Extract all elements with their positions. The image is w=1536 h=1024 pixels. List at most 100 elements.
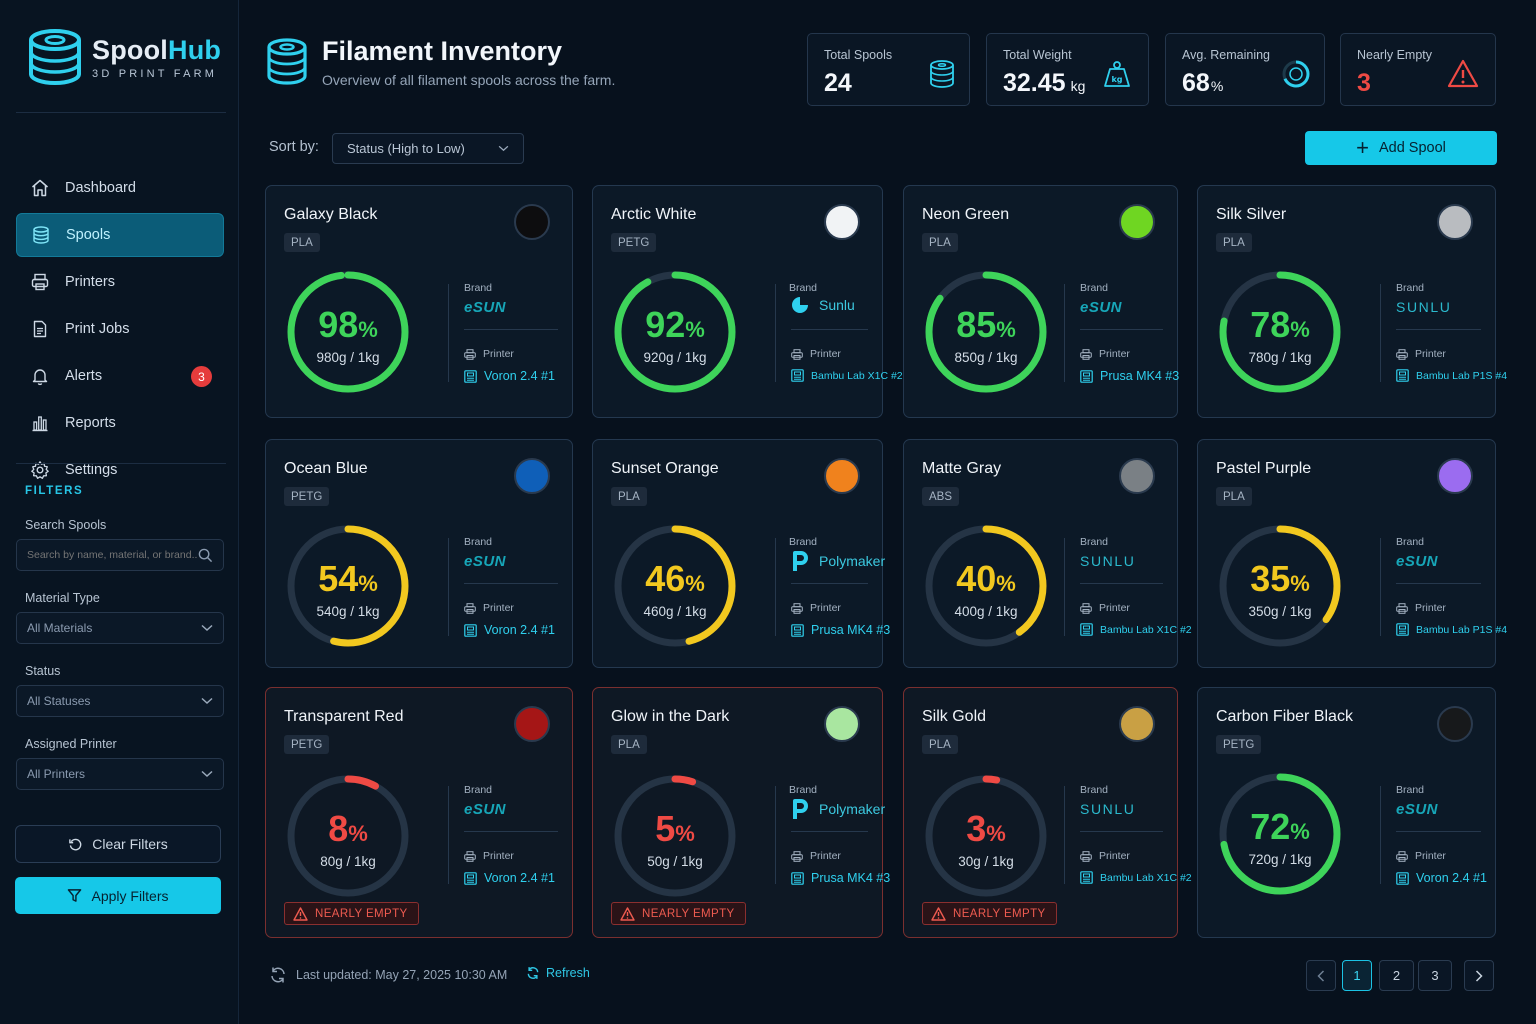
sidebar-item-printers[interactable]: Printers (16, 260, 224, 304)
status-select[interactable]: All Statuses (16, 685, 224, 717)
remaining-ring-graphic (925, 775, 1047, 897)
spool-card[interactable]: Transparent Red PETG 8% 80g / 1kg Brand eSUN P… (265, 687, 573, 938)
refresh-label: Refresh (546, 966, 590, 980)
printer-icon (1080, 602, 1099, 614)
alerts-badge: 3 (191, 366, 212, 387)
clear-filters-button[interactable]: Clear Filters (15, 825, 221, 863)
printer-icon (464, 602, 483, 614)
ring-fill (1219, 525, 1341, 647)
remaining-percent: 54% (318, 558, 378, 599)
assigned-printer-link[interactable]: Bambu Lab X1C #2 (1080, 623, 1192, 636)
sunlu-logo-icon (791, 296, 819, 314)
warning-icon (293, 906, 315, 921)
material-badge: ABS (922, 487, 960, 506)
stat-nearly-empty: Nearly Empty 3 (1340, 33, 1496, 106)
sort-select-value: Status (High to Low) (347, 141, 465, 156)
assigned-printer-link[interactable]: Prusa MK4 #3 (1080, 369, 1179, 383)
sidebar-item-label: Printers (65, 274, 115, 290)
spool-card[interactable]: Glow in the Dark PLA 5% 50g / 1kg Brand Polym… (592, 687, 890, 938)
ring-fill (925, 525, 1047, 647)
warning-icon (1447, 59, 1479, 88)
card-divider (1064, 284, 1065, 382)
assigned-printer-link[interactable]: Bambu Lab X1C #2 (1080, 871, 1192, 884)
assigned-printer-link[interactable]: Voron 2.4 #1 (464, 623, 555, 637)
remaining-percent: 98% (318, 304, 378, 345)
printer-label: Printer (1396, 348, 1446, 360)
spool-card[interactable]: Carbon Fiber Black PETG 72% 720g / 1kg Brand… (1197, 687, 1496, 938)
brand-value: eSUN (1080, 299, 1123, 316)
spool-card[interactable]: Galaxy Black PLA 98% 980g / 1kg Brand eSUN Pri… (265, 185, 573, 418)
material-badge: PETG (284, 487, 330, 506)
remaining-percent: 92% (645, 304, 705, 345)
sort-select[interactable]: Status (High to Low) (332, 133, 524, 164)
brand-label: Brand (1080, 282, 1109, 294)
material-badge: PETG (611, 233, 657, 252)
page-button-3[interactable]: 3 (1418, 960, 1452, 991)
card-divider (775, 538, 776, 636)
spool-card[interactable]: Silk Silver PLA 78% 780g / 1kg Brand SUNLU Pri… (1197, 185, 1507, 418)
sidebar-item-label: Dashboard (65, 180, 136, 196)
card-divider (448, 538, 449, 636)
prev-page-button[interactable] (1306, 960, 1336, 991)
bar-chart-icon (30, 413, 50, 433)
remaining-ring: 54% 540g / 1kg (284, 522, 412, 650)
page-button-2[interactable]: 2 (1379, 960, 1414, 991)
printer-label: Printer (1396, 850, 1446, 862)
apply-filters-button[interactable]: Apply Filters (15, 877, 221, 914)
printer-icon (1396, 850, 1415, 862)
nearly-empty-badge: NEARLY EMPTY (611, 902, 746, 925)
printer-label: Printer (791, 348, 841, 360)
add-spool-button[interactable]: + Add Spool (1305, 131, 1497, 165)
brand-label: Brand (1080, 536, 1109, 548)
spool-card[interactable]: Silk Gold PLA 3% 30g / 1kg Brand SUNLU Printer… (903, 687, 1192, 938)
page-button-1[interactable]: 1 (1342, 960, 1372, 991)
spool-card[interactable]: Matte Gray ABS 40% 400g / 1kg Brand SUNLU Prin… (903, 439, 1192, 668)
page-subtitle: Overview of all filament spools across t… (322, 72, 616, 88)
sidebar-item-print-jobs[interactable]: Print Jobs (16, 307, 224, 351)
sidebar-item-spools[interactable]: Spools (16, 213, 224, 257)
sidebar-item-settings[interactable]: Settings (16, 448, 224, 492)
printer-select-value: All Printers (27, 767, 86, 781)
next-page-button[interactable] (1464, 960, 1494, 991)
remaining-weight: 920g / 1kg (643, 350, 707, 365)
printer-select[interactable]: All Printers (16, 758, 224, 790)
assigned-printer-link[interactable]: Prusa MK4 #3 (791, 623, 890, 637)
search-input[interactable] (27, 549, 197, 561)
brand-label: Brand (789, 282, 818, 294)
search-label: Search Spools (25, 518, 107, 532)
material-select[interactable]: All Materials (16, 612, 224, 644)
remaining-ring: 85% 850g / 1kg (922, 268, 1050, 396)
clear-filters-label: Clear Filters (92, 836, 168, 852)
assigned-printer-link[interactable]: Bambu Lab P1S #4 (1396, 369, 1507, 382)
sidebar-item-alerts[interactable]: Alerts 3 (16, 354, 224, 398)
assigned-printer-link[interactable]: Bambu Lab X1C #2 (791, 369, 903, 382)
assigned-printer-link[interactable]: Voron 2.4 #1 (1396, 871, 1487, 885)
refresh-button[interactable]: Refresh (526, 966, 590, 980)
material-badge: PLA (922, 233, 958, 252)
assigned-printer-link[interactable]: Voron 2.4 #1 (464, 369, 555, 383)
app-subtitle: 3D PRINT FARM (92, 67, 218, 80)
sidebar-item-reports[interactable]: Reports (16, 401, 224, 445)
info-divider (1396, 831, 1481, 832)
weight-icon: kg (1104, 61, 1130, 87)
color-swatch (824, 706, 860, 742)
spool-card[interactable]: Neon Green PLA 85% 850g / 1kg Brand eSUN Print… (903, 185, 1179, 418)
chevron-down-icon (498, 145, 509, 152)
assigned-printer-link[interactable]: Bambu Lab P1S #4 (1396, 623, 1507, 636)
progress-ring-icon (1282, 60, 1310, 88)
stat-value: 24 (824, 69, 852, 97)
assigned-printer-link[interactable]: Voron 2.4 #1 (464, 871, 555, 885)
spool-name: Glow in the Dark (611, 708, 730, 725)
spool-card[interactable]: Ocean Blue PETG 54% 540g / 1kg Brand eSUN Prin… (265, 439, 573, 668)
app-logo[interactable]: SpoolHub 3D PRINT FARM (28, 28, 221, 86)
printer-label: Printer (1080, 602, 1130, 614)
spool-card[interactable]: Sunset Orange PLA 46% 460g / 1kg Brand Polyma… (592, 439, 890, 668)
card-divider (1380, 538, 1381, 636)
printer-icon (791, 602, 810, 614)
printer-board-icon (464, 623, 484, 637)
sidebar-item-dashboard[interactable]: Dashboard (16, 166, 224, 210)
remaining-percent: 78% (1250, 304, 1310, 345)
spool-card[interactable]: Arctic White PETG 92% 920g / 1kg Brand Sunlu P… (592, 185, 903, 418)
spool-card[interactable]: Pastel Purple PLA 35% 350g / 1kg Brand eSUN Pr… (1197, 439, 1507, 668)
assigned-printer-link[interactable]: Prusa MK4 #3 (791, 871, 890, 885)
